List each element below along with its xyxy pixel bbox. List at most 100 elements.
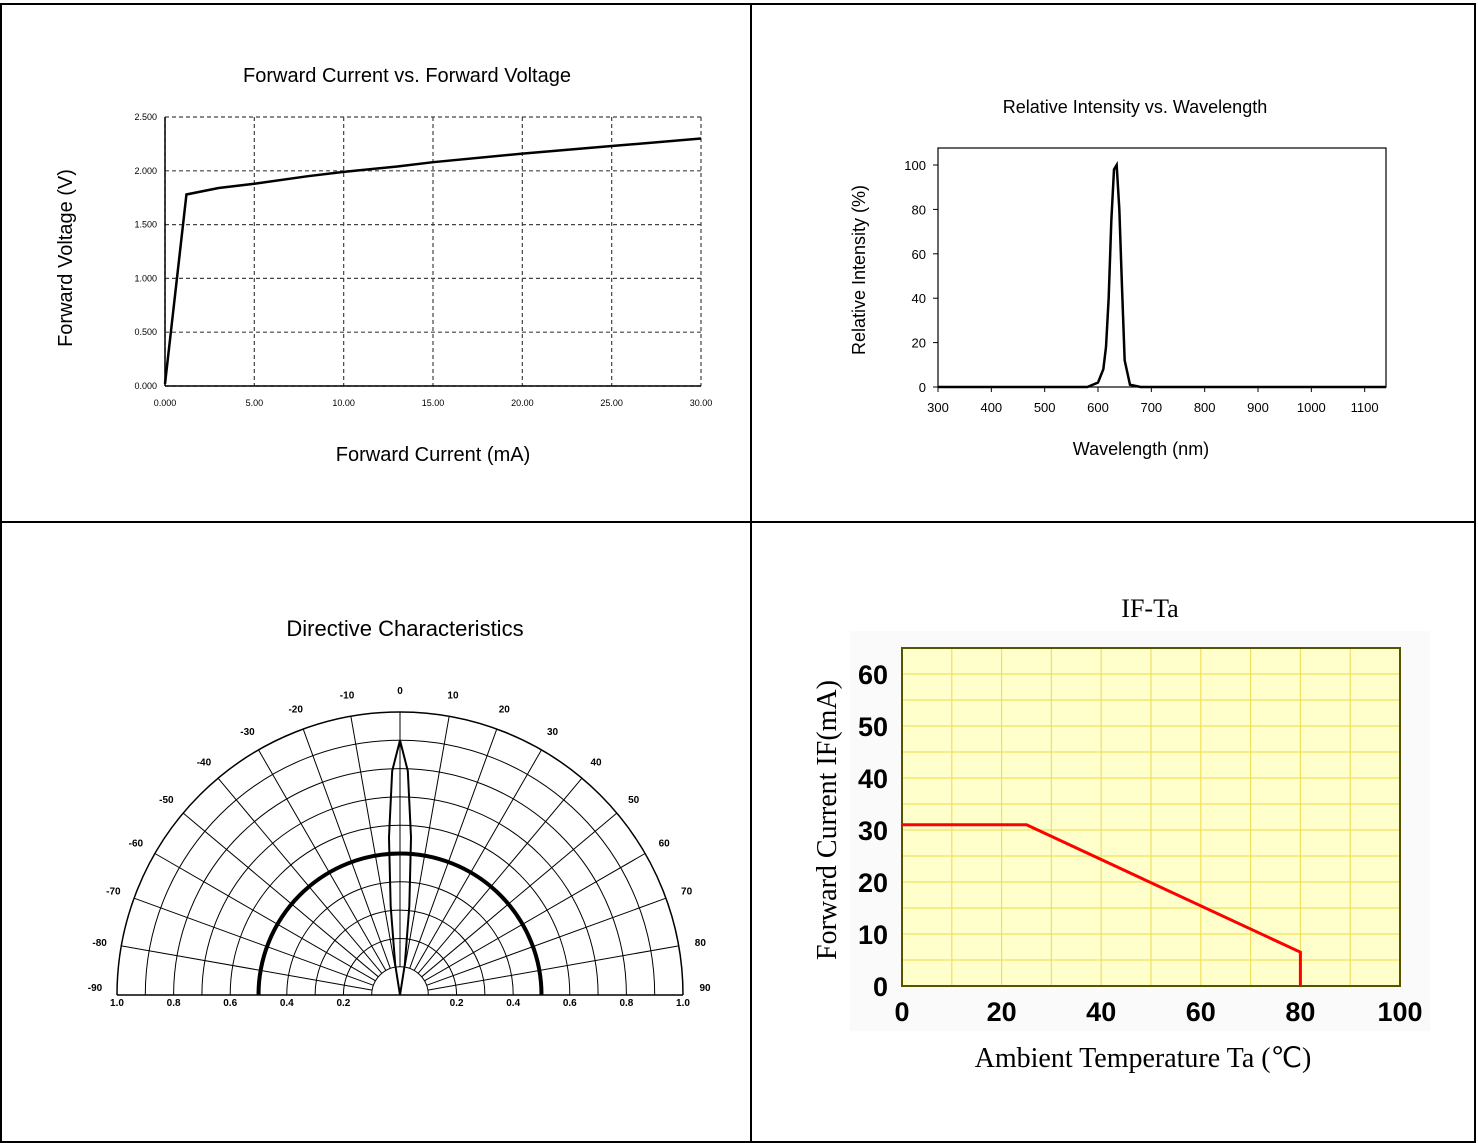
chart-title: Forward Current vs. Forward Voltage: [243, 65, 571, 87]
series-line: [163, 137, 702, 384]
angle-label: -90: [88, 983, 103, 994]
y-tick-label: 50: [858, 712, 888, 742]
y-tick-label: 60: [912, 247, 926, 262]
radius-label: 0.4: [280, 998, 294, 1009]
angle-label: 70: [681, 887, 693, 898]
reference-arc: [256, 851, 544, 996]
y-tick-label: 40: [912, 291, 926, 306]
x-tick-label: 40: [1086, 997, 1116, 1027]
radius-label: 0.8: [619, 998, 633, 1009]
x-axis-label: Wavelength (nm): [1073, 439, 1209, 459]
x-tick-label: 80: [1285, 997, 1315, 1027]
angle-label: 80: [695, 938, 707, 949]
radius-label: 0.2: [450, 998, 464, 1009]
chart-title: Relative Intensity vs. Wavelength: [1003, 97, 1267, 117]
x-tick-label: 600: [1087, 400, 1109, 415]
angle-label: -70: [106, 887, 121, 898]
y-tick-label: 1.500: [134, 220, 157, 230]
y-tick-label: 40: [858, 764, 888, 794]
x-tick-label: 10.00: [332, 398, 355, 408]
directive-chart: Directive Characteristics 0 10 20 30 40 50 60 7…: [88, 616, 711, 1009]
y-tick-label: 100: [904, 158, 926, 173]
grid-radial: [409, 728, 498, 969]
x-tick-label: 30.00: [690, 398, 713, 408]
x-tick-label: 15.00: [422, 398, 445, 408]
grid-radial: [302, 728, 391, 969]
grid-radial: [182, 812, 379, 978]
y-axis-label: Forward Voltage (V): [55, 169, 77, 347]
y-tick-label: 80: [912, 202, 926, 217]
grid-arc: [371, 966, 429, 996]
x-tick-label: 700: [1140, 400, 1162, 415]
grid-radial: [427, 945, 679, 991]
x-tick-label: 1100: [1351, 400, 1379, 415]
grid-radial: [421, 812, 618, 978]
angle-label: 0: [397, 686, 403, 697]
y-tick-label: 0.500: [134, 327, 157, 337]
radius-label: 0.6: [563, 998, 577, 1009]
x-axis-label: Forward Current (mA): [336, 444, 530, 466]
x-tick-label: 1000: [1297, 400, 1326, 415]
angle-label: -50: [159, 795, 174, 806]
radius-label: 1.0: [110, 998, 124, 1009]
angle-label: 10: [447, 691, 459, 702]
y-tick-label: 20: [912, 336, 926, 351]
grid-radial: [217, 777, 383, 974]
x-tick-label: 800: [1194, 400, 1216, 415]
x-tick-label: 0: [894, 997, 909, 1027]
x-tick-label: 400: [980, 400, 1002, 415]
angle-label: 30: [547, 727, 559, 738]
derating-line: [902, 823, 1302, 986]
series-line: [938, 160, 1386, 389]
grid-radial: [417, 777, 583, 974]
angle-label: 50: [628, 795, 640, 806]
grid-radial: [413, 749, 542, 971]
y-tick-label: 10: [858, 920, 888, 950]
grid-radial: [426, 897, 667, 986]
y-tick-label: 0: [873, 972, 888, 1002]
radius-label: 0.8: [167, 998, 181, 1009]
angle-label: 20: [499, 704, 511, 715]
angle-label: -30: [240, 727, 255, 738]
grid-radial: [350, 716, 396, 968]
y-axis-label: Forward Current IF(mA): [812, 680, 843, 960]
angle-label: -60: [129, 839, 144, 850]
angle-label: 90: [699, 983, 711, 994]
spectrum-chart: Relative Intensity vs. Wavelength Wavele…: [849, 97, 1387, 459]
y-tick-label: 0: [919, 380, 926, 395]
x-tick-label: 20.00: [511, 398, 534, 408]
angle-label: -20: [288, 704, 303, 715]
y-tick-label: 0.000: [134, 381, 157, 391]
if-ta-chart: IF-Ta 0 20 40 60 80 100 0 10 20 30 40 50 60 Ambient …: [812, 594, 1430, 1074]
radius-label: 1.0: [676, 998, 690, 1009]
angle-label: -40: [197, 757, 212, 768]
radiation-lobe: [387, 740, 413, 996]
grid-radial: [154, 853, 376, 982]
x-tick-label: 500: [1034, 400, 1056, 415]
x-tick-label: 900: [1247, 400, 1269, 415]
grid-radial: [133, 897, 374, 986]
x-tick-label: 300: [927, 400, 949, 415]
x-tick-label: 0.000: [154, 398, 177, 408]
x-axis-label: Ambient Temperature Ta (℃): [975, 1043, 1312, 1074]
angle-label: -10: [340, 691, 355, 702]
x-tick-label: 5.00: [246, 398, 264, 408]
y-tick-label: 2.000: [134, 166, 157, 176]
radius-label: 0.6: [223, 998, 237, 1009]
chart-title: IF-Ta: [1121, 594, 1179, 623]
grid-radial: [121, 945, 373, 991]
y-tick-label: 30: [858, 816, 888, 846]
angle-label: -80: [92, 938, 107, 949]
y-tick-label: 1.000: [134, 273, 157, 283]
grid-radial: [404, 716, 450, 968]
x-tick-label: 60: [1186, 997, 1216, 1027]
radius-label: 0.4: [506, 998, 520, 1009]
x-tick-label: 100: [1377, 997, 1422, 1027]
y-tick-label: 60: [858, 660, 888, 690]
radius-label: 0.2: [336, 998, 350, 1009]
forward-voltage-chart: Forward Current vs. Forward Voltage Forw…: [55, 65, 713, 466]
x-tick-label: 20: [987, 997, 1017, 1027]
grid-radial: [424, 853, 646, 982]
y-tick-label: 20: [858, 868, 888, 898]
